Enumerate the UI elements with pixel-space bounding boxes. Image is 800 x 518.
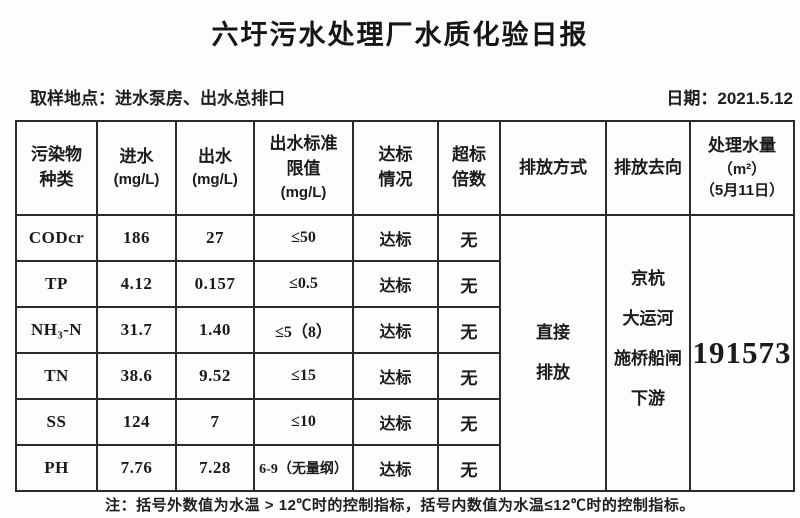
cell-exceedance: 无 [437, 398, 501, 446]
cell-pollutant: PH [15, 444, 98, 492]
cell-limit: 6-9（无量纲） [253, 444, 354, 492]
header-compliance: 达标 情况 [352, 120, 439, 216]
header-pollutant-type: 污染物 种类 [15, 120, 98, 216]
cell-influent: 124 [96, 398, 177, 446]
cell-effluent: 1.40 [175, 306, 255, 354]
header-effluent: 出水 (mg/L) [175, 120, 255, 216]
cell-limit: ≤0.5 [253, 260, 354, 308]
water-quality-table: 污染物 种类 进水 (mg/L) 出水 (mg/L) 出水标准 限值 (mg/L… [15, 120, 795, 492]
table-row-ss: SS 124 7 ≤10 达标 无 [15, 398, 794, 446]
table-row-tp: TP 4.12 0.157 ≤0.5 达标 无 [15, 260, 794, 308]
cell-exceedance: 无 [437, 444, 501, 492]
cell-limit: ≤50 [253, 214, 354, 262]
cell-exceedance: 无 [437, 260, 501, 308]
cell-limit: ≤15 [253, 352, 354, 400]
cell-compliance: 达标 [352, 352, 439, 400]
header-treated-volume: 处理水量 （m²） （5月11日） [689, 120, 795, 216]
header-discharge-destination: 排放去向 [605, 120, 691, 216]
cell-influent: 7.76 [96, 444, 177, 492]
cell-influent: 4.12 [96, 260, 177, 308]
cell-pollutant: SS [15, 398, 98, 446]
header-row: 污染物 种类 进水 (mg/L) 出水 (mg/L) 出水标准 限值 (mg/L… [15, 120, 795, 216]
table-row-tn: TN 38.6 9.52 ≤15 达标 无 [15, 352, 794, 400]
cell-influent: 38.6 [96, 352, 177, 400]
cell-compliance: 达标 [352, 306, 439, 354]
cell-exceedance: 无 [437, 306, 501, 354]
cell-exceedance: 无 [437, 352, 501, 400]
cell-pollutant: TP [15, 260, 98, 308]
cell-exceedance: 无 [437, 214, 501, 262]
cell-effluent: 0.157 [175, 260, 255, 308]
cell-compliance: 达标 [352, 398, 439, 446]
page-title: 六圩污水处理厂水质化验日报 [211, 20, 589, 50]
cell-limit: ≤5（8） [253, 306, 354, 354]
sampling-location-label: 取样地点：进水泵房、出水总排口 [30, 89, 285, 108]
footnote: 注：括号外数值为水温 > 12℃时的控制指标，括号内数值为水温≤12℃时的控制指… [105, 497, 695, 514]
cell-effluent: 7 [175, 398, 255, 446]
table-row-ph: PH 7.76 7.28 6-9（无量纲） 达标 无 [15, 444, 794, 492]
cell-pollutant: NH₃-N [15, 306, 98, 354]
cell-effluent: 9.52 [175, 352, 255, 400]
cell-compliance: 达标 [352, 444, 439, 492]
cell-treated-volume: 191573 [689, 214, 795, 492]
cell-compliance: 达标 [352, 260, 439, 308]
table-row-nh3n: NH₃-N 31.7 1.40 ≤5（8） 达标 无 [15, 306, 794, 354]
cell-compliance: 达标 [352, 214, 439, 262]
cell-pollutant: TN [15, 352, 98, 400]
cell-effluent: 27 [175, 214, 255, 262]
header-effluent-limit: 出水标准 限值 (mg/L) [253, 120, 354, 216]
cell-effluent: 7.28 [175, 444, 255, 492]
cell-discharge-method: 直接 排放 [499, 214, 607, 492]
cell-discharge-destination: 京杭 大运河 施桥船闸 下游 [605, 214, 691, 492]
date-label: 日期：2021.5.12 [666, 89, 793, 108]
table-row-codcr: CODcr 186 27 ≤50 达标 无 直接 排放 京杭 大运河 施桥船闸 … [15, 214, 795, 492]
header-exceedance: 超标 倍数 [437, 120, 501, 216]
header-influent: 进水 (mg/L) [96, 120, 177, 216]
cell-pollutant: CODcr [15, 214, 98, 262]
cell-influent: 186 [96, 214, 177, 262]
cell-limit: ≤10 [253, 398, 354, 446]
cell-influent: 31.7 [96, 306, 177, 354]
header-discharge-method: 排放方式 [499, 120, 607, 216]
meta-row: 取样地点：进水泵房、出水总排口 日期：2021.5.12 [30, 84, 793, 109]
